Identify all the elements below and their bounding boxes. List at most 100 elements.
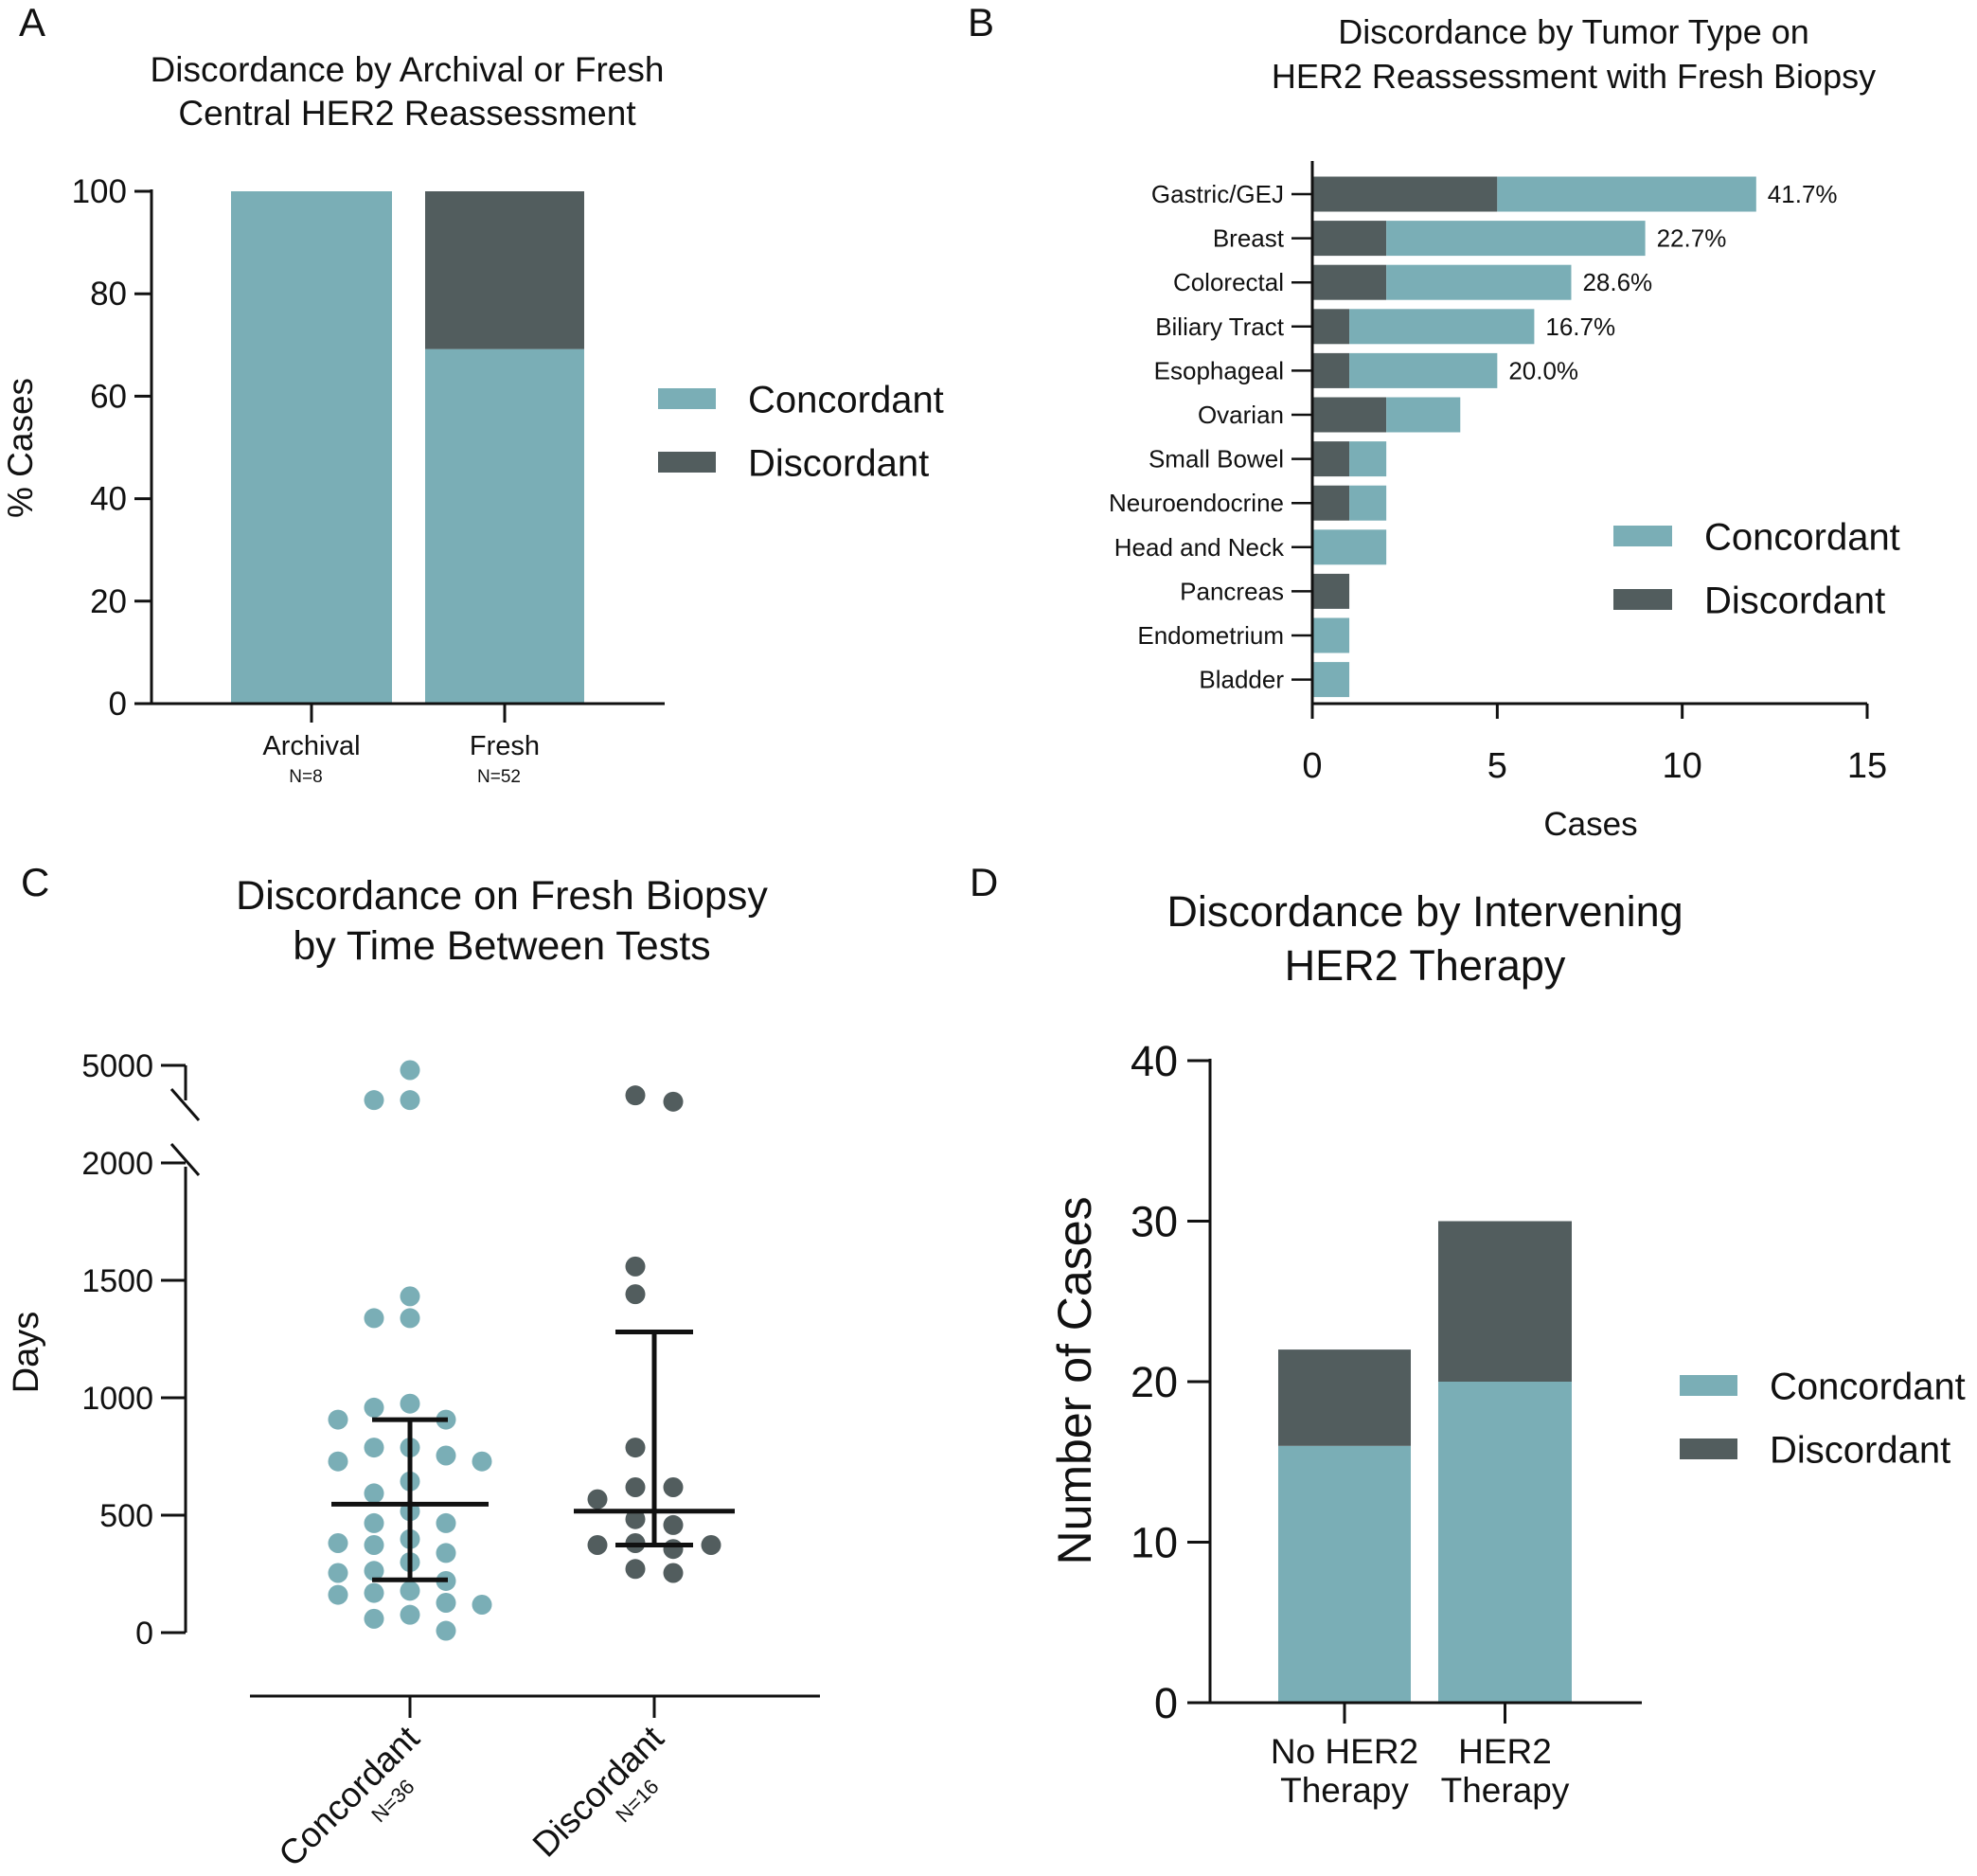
bar-concordant xyxy=(1386,221,1646,257)
y-tick-label: 100 xyxy=(72,173,127,210)
data-point-concordant xyxy=(400,1286,420,1307)
data-point-discordant xyxy=(625,1085,646,1106)
y-tick-label: 2000 xyxy=(81,1146,153,1182)
legend-label-concordant: Concordant xyxy=(748,379,944,420)
legend-swatch-concordant xyxy=(1680,1375,1737,1396)
panel-a-title-line: Discordance by Archival or Fresh xyxy=(151,50,665,89)
bar-discordant xyxy=(1438,1221,1572,1382)
data-point-concordant xyxy=(436,1445,456,1466)
data-point-concordant xyxy=(400,1604,420,1625)
y-tick-label: 60 xyxy=(90,378,127,415)
data-point-concordant xyxy=(328,1533,348,1554)
x-axis-label: Cases xyxy=(1543,806,1637,843)
bar-concordant xyxy=(1278,1445,1411,1703)
data-point-concordant xyxy=(364,1308,384,1329)
panel-d-title-line: Discordance by Intervening xyxy=(1167,887,1683,936)
panel-c-title-line: Discordance on Fresh Biopsy xyxy=(236,873,768,919)
data-point-concordant xyxy=(436,1512,456,1533)
data-point-concordant xyxy=(400,1060,420,1081)
y-tick-label: 0 xyxy=(135,1616,153,1652)
bar-discordant xyxy=(1312,441,1350,477)
bar-concordant xyxy=(1386,264,1572,300)
data-label-percent: 16.7% xyxy=(1545,313,1615,341)
bar-discordant xyxy=(1312,176,1498,212)
y-tick-label: Ovarian xyxy=(1198,401,1284,429)
data-point-concordant xyxy=(328,1409,348,1430)
panel-letter-b: B xyxy=(968,0,994,45)
y-axis-label: Number of Cases xyxy=(1048,1196,1101,1564)
y-tick-label: 10 xyxy=(1131,1519,1178,1567)
bar-discordant xyxy=(1312,397,1387,433)
data-point-discordant xyxy=(625,1509,646,1529)
x-tick-label: HER2 xyxy=(1458,1732,1552,1771)
bar-concordant xyxy=(1349,352,1498,388)
data-point-concordant xyxy=(472,1451,492,1472)
legend-label-concordant: Concordant xyxy=(1704,516,1900,558)
y-tick-label: Esophageal xyxy=(1154,356,1284,384)
bar-discordant xyxy=(1312,485,1350,521)
x-tick-sublabel: N=8 xyxy=(289,767,322,787)
panel-c-title-line: by Time Between Tests xyxy=(293,923,710,969)
y-axis-label: % Cases xyxy=(1,378,40,518)
data-point-concordant xyxy=(328,1584,348,1605)
data-point-discordant xyxy=(625,1284,646,1305)
y-tick-label: 30 xyxy=(1131,1198,1178,1246)
bar-concordant xyxy=(1386,397,1461,433)
y-tick-label: Colorectal xyxy=(1173,268,1284,296)
panel-letter-c: C xyxy=(21,860,49,904)
bar-discordant xyxy=(1312,573,1350,609)
x-tick-label: 5 xyxy=(1487,746,1507,786)
bar-concordant xyxy=(1349,441,1387,477)
data-point-concordant xyxy=(400,1581,420,1601)
panel-letter-a: A xyxy=(19,0,45,45)
y-tick-label: Endometrium xyxy=(1137,621,1284,650)
data-point-concordant xyxy=(436,1593,456,1614)
legend-label-discordant: Discordant xyxy=(748,442,929,484)
data-point-discordant xyxy=(701,1534,721,1555)
legend-swatch-discordant xyxy=(658,452,716,473)
y-tick-label: Pancreas xyxy=(1180,577,1284,605)
y-tick-label: 500 xyxy=(99,1498,153,1534)
data-point-concordant xyxy=(364,1561,384,1581)
data-point-concordant xyxy=(400,1393,420,1414)
y-tick-label: 20 xyxy=(1131,1358,1178,1406)
y-tick-label: 80 xyxy=(90,276,127,313)
data-point-discordant xyxy=(663,1091,684,1112)
data-point-discordant xyxy=(663,1476,684,1497)
bar-concordant xyxy=(1312,529,1387,565)
legend-swatch-discordant xyxy=(1680,1438,1737,1459)
y-tick-label: 40 xyxy=(90,481,127,518)
y-tick-label: 1000 xyxy=(81,1381,153,1417)
data-point-concordant xyxy=(364,1608,384,1629)
data-label-percent: 41.7% xyxy=(1768,180,1838,208)
data-point-concordant xyxy=(400,1308,420,1329)
y-tick-label: 1500 xyxy=(81,1263,153,1299)
y-tick-label: Breast xyxy=(1213,224,1285,253)
y-tick-label: 0 xyxy=(109,686,127,723)
x-tick-label: 15 xyxy=(1847,746,1887,786)
axis-break-mark xyxy=(169,1088,201,1121)
y-tick-label: 5000 xyxy=(81,1048,153,1084)
legend-label-discordant: Discordant xyxy=(1770,1429,1950,1471)
data-point-concordant xyxy=(364,1582,384,1603)
data-point-concordant xyxy=(328,1451,348,1472)
data-label-percent: 22.7% xyxy=(1657,224,1727,253)
data-point-concordant xyxy=(472,1594,492,1615)
data-point-discordant xyxy=(625,1559,646,1580)
bar-concordant-fresh xyxy=(425,348,584,704)
data-point-concordant xyxy=(436,1620,456,1641)
y-tick-label: Neuroendocrine xyxy=(1109,489,1284,517)
data-point-concordant xyxy=(364,1438,384,1458)
data-point-discordant xyxy=(663,1539,684,1560)
data-point-discordant xyxy=(663,1514,684,1535)
bar-concordant xyxy=(1312,662,1350,698)
bar-concordant xyxy=(1438,1382,1572,1703)
data-point-concordant xyxy=(364,1534,384,1555)
x-tick-label: 10 xyxy=(1663,746,1702,786)
bar-concordant xyxy=(1349,485,1387,521)
x-tick-label: 0 xyxy=(1302,746,1322,786)
y-tick-label: Bladder xyxy=(1199,666,1284,694)
bar-concordant xyxy=(1497,176,1756,212)
data-point-concordant xyxy=(364,1512,384,1533)
